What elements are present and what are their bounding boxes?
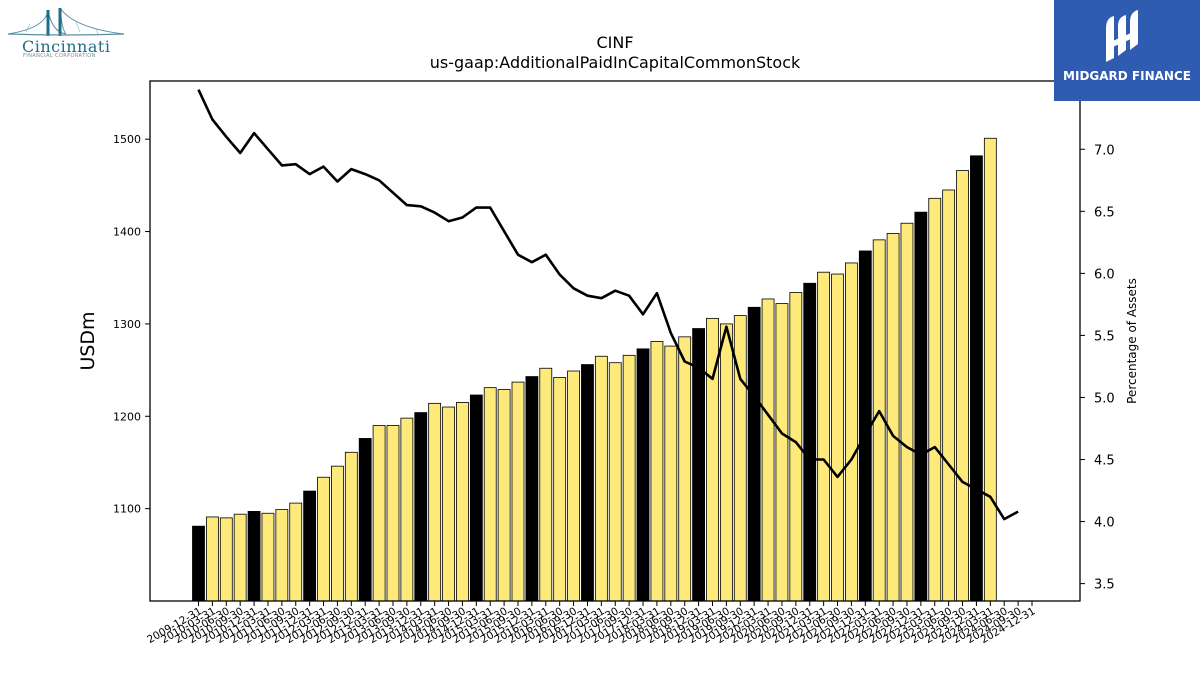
bar	[219, 517, 233, 602]
bar	[205, 516, 219, 602]
bar	[275, 509, 289, 602]
bar	[428, 402, 442, 602]
bar	[497, 389, 511, 602]
bar	[261, 512, 275, 602]
y-tick-label: 1100	[113, 503, 141, 516]
bar	[956, 170, 969, 602]
y2-axis-label: Percentage of Assets	[1125, 278, 1139, 404]
bar	[303, 490, 317, 602]
y-tick-label: 1500	[113, 133, 141, 146]
bar	[553, 377, 567, 602]
bar	[456, 402, 469, 602]
bar	[608, 362, 622, 602]
left-axis: 1100 1200 1300 1400 1500	[113, 133, 150, 516]
bar	[233, 513, 247, 602]
bar	[747, 306, 761, 602]
percentage-line	[197, 89, 1019, 521]
bar	[581, 364, 594, 602]
bar	[400, 417, 414, 602]
bar	[775, 303, 789, 602]
bar	[386, 425, 400, 602]
bar	[622, 354, 636, 602]
bar	[803, 282, 817, 602]
bar	[831, 273, 844, 602]
bar	[192, 525, 205, 602]
bar	[761, 298, 775, 602]
y-tick-label: 1300	[113, 318, 141, 331]
bar	[970, 155, 983, 602]
bars-group	[192, 137, 997, 602]
bar	[442, 406, 455, 602]
y-axis-label: USDm	[77, 311, 99, 370]
midgard-logo: MIDGARD FINANCE	[1054, 0, 1200, 101]
bar	[469, 394, 483, 602]
y2-tick-label: 5.0	[1094, 391, 1115, 406]
bar	[594, 355, 608, 602]
y2-tick-label: 3.5	[1094, 578, 1115, 593]
chart-subtitle: us-gaap:AdditionalPaidInCapitalCommonSto…	[430, 53, 801, 72]
bar	[317, 476, 330, 602]
y-tick-label: 1200	[113, 410, 141, 423]
bar	[414, 412, 428, 602]
cincinnati-logo: Cincinnati FINANCIAL CORPORATION	[6, 4, 126, 60]
right-axis: 3.54.04.55.05.56.06.57.07.5	[1080, 81, 1115, 593]
bar	[358, 438, 372, 602]
x-axis: 2009-12-312010-03-312010-06-302010-09-30…	[145, 601, 1038, 646]
bar	[692, 328, 705, 602]
bar	[344, 451, 358, 602]
y2-tick-label: 4.0	[1094, 516, 1115, 531]
bar	[511, 381, 525, 602]
y2-tick-label: 5.5	[1094, 329, 1115, 344]
bar	[817, 271, 831, 602]
chart-title: CINF	[596, 33, 633, 52]
y2-tick-label: 7.0	[1094, 143, 1115, 158]
bar	[886, 232, 900, 602]
bar	[719, 323, 733, 602]
bar	[636, 348, 650, 602]
bar	[845, 262, 858, 602]
bar	[942, 189, 956, 602]
bar	[650, 341, 664, 602]
bar	[914, 211, 928, 602]
bar	[928, 197, 942, 602]
bar	[983, 137, 997, 602]
bar	[900, 222, 914, 602]
y2-tick-label: 6.5	[1094, 205, 1115, 220]
bar	[567, 370, 580, 602]
midgard-wordmark: MIDGARD FINANCE	[1063, 69, 1191, 83]
bar	[247, 511, 261, 602]
midgard-emblem-icon	[1106, 10, 1138, 62]
y-tick-label: 1400	[113, 226, 141, 239]
bar	[289, 502, 303, 602]
y2-tick-label: 6.0	[1094, 267, 1115, 282]
cincinnati-wordmark: Cincinnati	[22, 37, 111, 56]
y2-tick-label: 4.5	[1094, 454, 1115, 469]
line-group	[197, 89, 1019, 521]
bar	[539, 367, 553, 602]
bar	[483, 387, 497, 602]
cincinnati-subtext: FINANCIAL CORPORATION	[23, 53, 96, 59]
bar	[331, 465, 344, 602]
bar	[678, 336, 692, 602]
bar	[525, 376, 539, 602]
bar	[372, 425, 386, 602]
bridge-icon	[7, 7, 125, 36]
bar	[664, 345, 678, 602]
